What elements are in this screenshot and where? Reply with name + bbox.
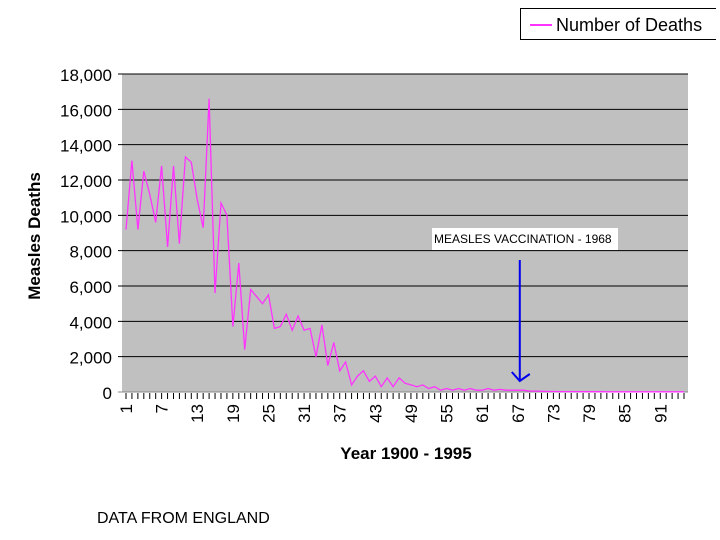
y-tick-label: 2,000	[69, 349, 112, 368]
y-tick-label: 18,000	[60, 66, 112, 85]
x-tick-label: 7	[153, 404, 172, 413]
y-tick-label: 8,000	[69, 243, 112, 262]
x-tick-label: 55	[438, 404, 457, 423]
x-tick-label: 79	[580, 404, 599, 423]
y-tick-label: 0	[103, 384, 112, 403]
y-tick-label: 6,000	[69, 278, 112, 297]
x-tick-label: 85	[616, 404, 635, 423]
x-tick-label: 25	[259, 404, 278, 423]
legend-series-label: Number of Deaths	[556, 15, 703, 35]
y-tick-label: 16,000	[60, 101, 112, 120]
gridlines	[118, 73, 688, 393]
vaccination-arrow	[511, 260, 531, 383]
y-tick-label: 4,000	[69, 313, 112, 332]
series-line-number-of-deaths	[125, 98, 684, 393]
legend-series-swatch	[530, 24, 552, 26]
data-source-note: DATA FROM ENGLAND	[97, 510, 270, 527]
x-axis-label: Year 1900 - 1995	[340, 444, 471, 463]
x-tick-label: 37	[331, 404, 350, 423]
vaccination-annotation: MEASLES VACCINATION - 1968	[432, 228, 618, 250]
x-tick-label: 31	[295, 404, 314, 423]
legend: Number of Deaths	[520, 8, 716, 40]
y-axis-tick-labels: 0 2,000 4,000 6,000 8,000 10,000 12,000 14,000 1…	[60, 66, 112, 403]
arrow-head	[511, 371, 531, 383]
x-axis-tick-marks	[125, 393, 685, 399]
x-tick-label: 91	[651, 404, 670, 423]
vaccination-annotation-text: MEASLES VACCINATION - 1968	[434, 232, 612, 246]
x-tick-label: 73	[544, 404, 563, 423]
x-tick-label: 49	[402, 404, 421, 423]
y-axis-label: Measles Deaths	[25, 172, 44, 300]
x-axis-tick-labels: 1 7 13 19 25 31 37 43 49 55 61 67 73 79 85 91	[117, 404, 670, 423]
y-tick-label: 14,000	[60, 137, 112, 156]
x-tick-label: 13	[188, 404, 207, 423]
y-tick-label: 12,000	[60, 172, 112, 191]
x-tick-label: 1	[117, 404, 136, 413]
x-tick-label: 43	[366, 404, 385, 423]
y-tick-label: 10,000	[60, 207, 112, 226]
x-tick-label: 61	[473, 404, 492, 423]
x-tick-label: 67	[509, 404, 528, 423]
x-tick-label: 19	[224, 404, 243, 423]
